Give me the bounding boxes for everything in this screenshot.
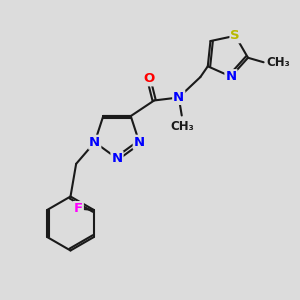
Text: N: N [89, 136, 100, 149]
Text: CH₃: CH₃ [170, 120, 194, 133]
Text: O: O [143, 72, 154, 86]
Text: CH₃: CH₃ [266, 56, 290, 69]
Text: S: S [230, 29, 240, 42]
Text: N: N [173, 91, 184, 104]
Text: F: F [74, 202, 83, 215]
Text: N: N [134, 136, 145, 149]
Text: N: N [111, 152, 123, 165]
Text: N: N [225, 70, 237, 83]
